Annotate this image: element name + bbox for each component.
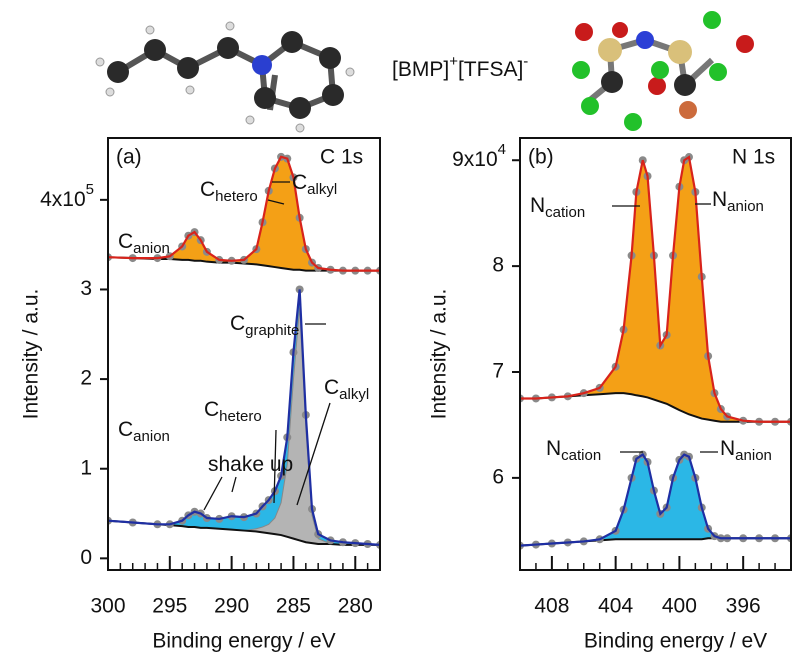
annotation-subscript: cation [545, 204, 585, 221]
plot-area [104, 153, 384, 549]
x-tick-label: 400 [662, 595, 697, 618]
annotation-text: C [118, 230, 133, 253]
figure: [BMP]+[TFSA]- 300 295 290 285 280 0 1 2 3 4x105 (a… [0, 0, 792, 661]
annotation-text: N [720, 437, 735, 460]
x-tick-label: 408 [534, 595, 569, 618]
y-tick-label: 0 [80, 546, 92, 569]
y-axis-label: Intensity / a.u. [20, 289, 43, 420]
x-axis-label: Binding energy / eV [152, 630, 335, 653]
annotation-text: N [546, 437, 561, 460]
cation-atoms [96, 22, 354, 132]
y-tick-exponent: 4 [498, 141, 506, 158]
annotation-text: C [200, 178, 215, 201]
panel-title: N 1s [732, 146, 775, 169]
annotation-subscript: cation [561, 447, 601, 464]
annotation-subscript: anion [727, 198, 764, 215]
annotation-subscript: alkyl [307, 181, 337, 198]
annotation: Canion [118, 230, 170, 257]
y-tick-label: 9x104 [452, 141, 506, 171]
annotation: Nanion [720, 437, 772, 464]
x-tick-label: 295 [152, 595, 187, 618]
x-tick-label: 404 [598, 595, 633, 618]
y-tick-base: 4x10 [40, 187, 86, 210]
leader-line [232, 477, 236, 492]
x-tick-label: 300 [90, 595, 125, 618]
annotation: Chetero [204, 398, 262, 425]
x-tick-label: 285 [276, 595, 311, 618]
cation-name: [BMP] [392, 58, 449, 81]
annotation-subscript: anion [133, 428, 170, 445]
annotation-text: shake up [208, 453, 293, 476]
y-tick-label: 1 [80, 456, 92, 479]
annotation-text: C [292, 171, 307, 194]
anion-name: [TFSA] [458, 58, 523, 81]
annotation: Canion [118, 418, 170, 445]
leader-line [204, 477, 222, 510]
y-tick-label: 6 [492, 465, 504, 488]
annotation-text: C [118, 418, 133, 441]
cation-charge: + [449, 53, 458, 70]
annotation-subscript: hetero [219, 408, 262, 425]
x-axis-label: Binding energy / eV [584, 630, 767, 653]
y-axis-label: Intensity / a.u. [428, 289, 451, 420]
y-tick-label: 3 [80, 277, 92, 300]
annotation: shake up [208, 453, 293, 476]
anion-atoms [572, 11, 754, 131]
y-tick-exponent: 5 [86, 181, 94, 198]
molecule-label: [BMP]+[TFSA]- [392, 53, 528, 81]
annotation: Calkyl [292, 171, 337, 198]
annotation-subscript: anion [133, 240, 170, 257]
annotation-subscript: hetero [215, 188, 258, 205]
annotation: Ncation [530, 194, 585, 221]
annotation: Chetero [200, 178, 258, 205]
x-tick-label: 396 [726, 595, 761, 618]
annotation: Ncation [546, 437, 601, 464]
x-tick-label: 290 [214, 595, 249, 618]
annotation-subscript: alkyl [339, 386, 369, 403]
annotation: Cgraphite [230, 312, 299, 339]
y-tick-label: 4x105 [40, 181, 94, 211]
annotation-text: C [230, 312, 245, 335]
annotation-subscript: graphite [245, 322, 299, 339]
annotation: Nanion [712, 188, 764, 215]
y-tick-label: 8 [492, 254, 504, 277]
annotation-text: N [530, 194, 545, 217]
annotation-text: C [324, 376, 339, 399]
panel-title: C 1s [320, 146, 363, 169]
y-tick-label: 7 [492, 360, 504, 383]
y-tick-base: 9x10 [452, 148, 498, 171]
annotation-text: N [712, 188, 727, 211]
panel-label: (b) [528, 146, 554, 169]
annotation: Calkyl [324, 376, 369, 403]
annotation-text: C [204, 398, 219, 421]
annotation-subscript: anion [735, 447, 772, 464]
panel-label: (a) [116, 146, 142, 169]
x-tick-label: 280 [338, 595, 373, 618]
component-fill [108, 307, 380, 545]
y-tick-label: 2 [80, 367, 92, 390]
anion-charge: - [523, 53, 528, 70]
